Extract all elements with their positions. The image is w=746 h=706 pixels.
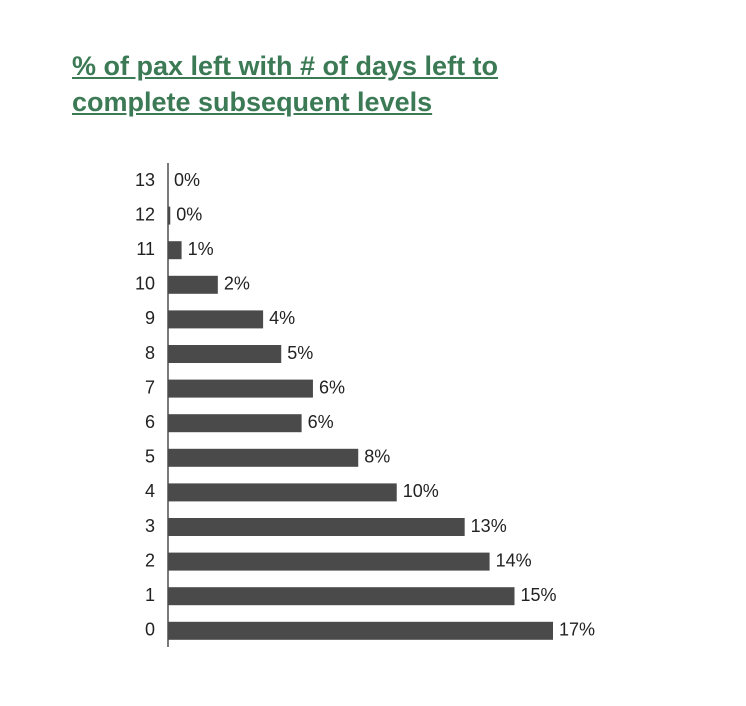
bar	[168, 414, 302, 433]
bar	[168, 552, 490, 571]
chart-title: % of pax left with # of days left to com…	[72, 51, 499, 117]
bar	[168, 206, 171, 225]
value-label: 0%	[176, 204, 202, 224]
y-tick-label: 1	[145, 585, 155, 605]
y-tick-label: 10	[135, 274, 155, 294]
value-label: 2%	[224, 274, 250, 294]
bar	[168, 241, 182, 260]
value-label: 14%	[496, 550, 532, 570]
bar	[168, 621, 553, 640]
y-tick-label: 12	[135, 204, 155, 224]
bar	[168, 518, 465, 536]
y-tick-label: 7	[145, 377, 155, 397]
bar	[168, 483, 397, 502]
value-label: 8%	[364, 447, 390, 467]
y-tick-label: 8	[145, 343, 155, 363]
value-label: 5%	[287, 343, 313, 363]
value-label: 10%	[403, 481, 439, 501]
y-tick-label: 0	[145, 620, 155, 640]
y-tick-label: 4	[145, 481, 155, 501]
bar	[168, 379, 313, 398]
value-label: 6%	[319, 377, 345, 397]
bar	[168, 345, 282, 363]
value-label: 17%	[559, 620, 595, 640]
value-label: 15%	[521, 585, 557, 605]
value-label: 4%	[269, 308, 295, 328]
y-tick-label: 3	[145, 516, 155, 536]
value-label: 13%	[471, 516, 507, 536]
bar	[168, 448, 359, 467]
y-tick-label: 5	[145, 447, 155, 467]
value-label: 6%	[308, 412, 334, 432]
y-tick-label: 9	[145, 308, 155, 328]
value-label: 0%	[174, 170, 200, 190]
value-label: 1%	[188, 239, 214, 259]
bar	[168, 587, 515, 606]
bar	[168, 275, 218, 294]
y-tick-label: 11	[136, 239, 155, 259]
y-tick-label: 13	[135, 170, 155, 190]
y-tick-label: 2	[145, 550, 155, 570]
bar	[168, 310, 264, 329]
y-tick-label: 6	[145, 412, 155, 432]
